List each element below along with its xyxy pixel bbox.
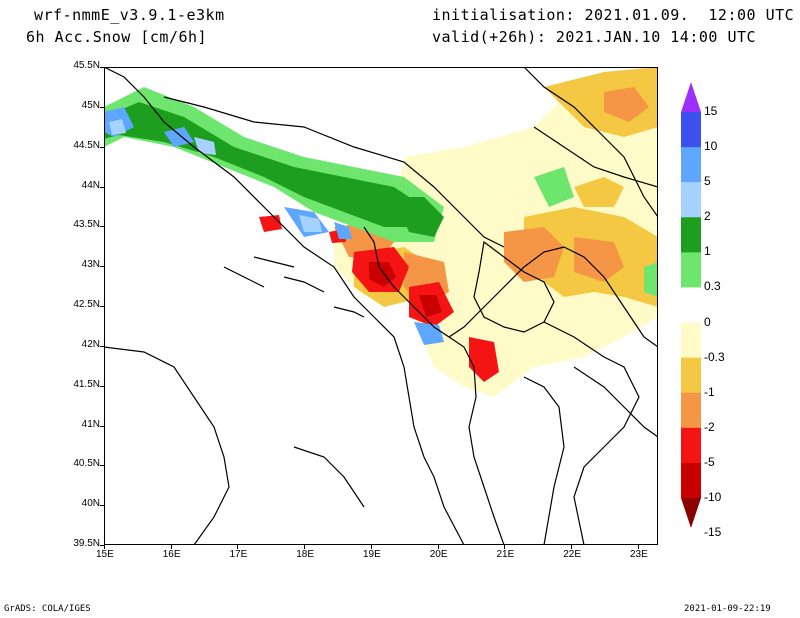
lat-tick-mark bbox=[100, 306, 104, 307]
lat-tick-label: 40.5N bbox=[73, 458, 100, 470]
lat-tick-mark bbox=[100, 385, 104, 387]
colorbar-label: 5 bbox=[704, 174, 711, 189]
lon-tick-label: 22E bbox=[563, 549, 582, 560]
colorbar-label: -5 bbox=[704, 454, 715, 469]
colorbar-label: 0 bbox=[704, 314, 711, 329]
colorbar-swatch bbox=[681, 182, 701, 218]
colorbar-swatch bbox=[681, 357, 701, 394]
colorbar bbox=[681, 82, 701, 528]
colorbar-swatch bbox=[681, 287, 701, 324]
colorbar-swatch bbox=[681, 217, 701, 253]
lat-tick-mark bbox=[100, 545, 104, 546]
lat-tick-label: 45N bbox=[81, 99, 100, 111]
coastline-borders bbox=[104, 67, 658, 545]
colorbar-swatch bbox=[681, 252, 701, 288]
map-border bbox=[104, 67, 658, 545]
field-title: 6h Acc.Snow [cm/6h] bbox=[26, 28, 208, 46]
lat-tick-mark bbox=[100, 146, 104, 148]
lon-tick-mark bbox=[104, 545, 105, 549]
lat-tick-mark bbox=[100, 425, 104, 427]
lat-tick-mark bbox=[100, 186, 104, 188]
colorbar-label: 2 bbox=[704, 209, 711, 224]
lon-tick-label: 17E bbox=[229, 549, 248, 560]
colorbar-swatch bbox=[681, 112, 701, 148]
lon-tick-label: 18E bbox=[296, 549, 315, 560]
colorbar-label: 10 bbox=[704, 139, 718, 154]
colorbar-swatch bbox=[681, 147, 701, 183]
colorbar-swatch bbox=[681, 392, 701, 429]
lon-tick-label: 16E bbox=[162, 549, 181, 560]
lon-tick-mark bbox=[504, 545, 506, 549]
colorbar-label: 15 bbox=[704, 104, 718, 118]
lon-tick-mark bbox=[170, 545, 172, 549]
model-title: wrf-nmmE_v3.9.1-e3km bbox=[34, 6, 225, 24]
lat-tick-label: 42N bbox=[81, 338, 100, 350]
lat-tick-mark bbox=[100, 465, 104, 467]
colorbar-label: 1 bbox=[704, 244, 711, 259]
colorbar-swatch bbox=[681, 462, 701, 499]
lon-tick-mark bbox=[237, 545, 239, 549]
colorbar-swatch bbox=[681, 322, 701, 359]
lat-tick-label: 43N bbox=[81, 259, 100, 271]
lat-tick-label: 42.5N bbox=[73, 299, 100, 310]
footer-software: GrADS: COLA/IGES bbox=[4, 604, 91, 614]
lat-tick-mark bbox=[100, 226, 104, 228]
lat-tick-label: 44.5N bbox=[73, 139, 100, 151]
colorbar-label: -10 bbox=[704, 490, 722, 504]
colorbar-label: -2 bbox=[704, 419, 715, 434]
lat-tick-label: 41.5N bbox=[73, 378, 100, 390]
map-canvas bbox=[104, 67, 658, 545]
lon-tick-mark bbox=[571, 545, 573, 549]
colorbar-cap-top bbox=[681, 82, 701, 112]
colorbar-label: -0.3 bbox=[704, 349, 725, 364]
colorbar-cap-bottom bbox=[681, 498, 701, 528]
lat-tick-mark bbox=[100, 345, 104, 347]
lon-tick-label: 15E bbox=[96, 549, 114, 560]
lat-tick-mark bbox=[100, 67, 104, 68]
lat-tick-label: 40N bbox=[81, 498, 100, 510]
lat-tick-mark bbox=[100, 106, 104, 108]
initialisation-time: initialisation: 2021.01.09. 12:00 UTC bbox=[432, 6, 795, 24]
colorbar-label: -15 bbox=[704, 525, 722, 540]
footer-timestamp: 2021-01-09-22:19 bbox=[684, 604, 771, 614]
lon-tick-label: 23E bbox=[629, 549, 648, 560]
lat-tick-label: 45.5N bbox=[73, 60, 100, 71]
lat-tick-mark bbox=[100, 505, 104, 507]
lat-tick-label: 43.5N bbox=[73, 219, 100, 231]
lon-tick-mark bbox=[304, 545, 306, 549]
lon-tick-mark bbox=[370, 545, 372, 549]
lat-tick-label: 44N bbox=[81, 179, 100, 191]
lat-tick-label: 41N bbox=[81, 418, 100, 430]
colorbar-svg bbox=[681, 82, 701, 528]
colorbar-label: -1 bbox=[704, 384, 715, 399]
valid-time: valid(+26h): 2021.JAN.10 14:00 UTC bbox=[432, 28, 757, 46]
lon-tick-label: 20E bbox=[429, 549, 448, 560]
lon-tick-mark bbox=[437, 545, 439, 549]
lat-tick-label: 39.5N bbox=[73, 538, 100, 549]
colorbar-swatch bbox=[681, 427, 701, 464]
lon-tick-mark bbox=[637, 545, 639, 549]
lon-tick-label: 21E bbox=[496, 549, 515, 560]
snow-map bbox=[104, 67, 658, 545]
colorbar-label: 0.3 bbox=[704, 279, 721, 294]
lon-tick-label: 19E bbox=[362, 549, 381, 560]
lat-tick-mark bbox=[100, 266, 104, 268]
